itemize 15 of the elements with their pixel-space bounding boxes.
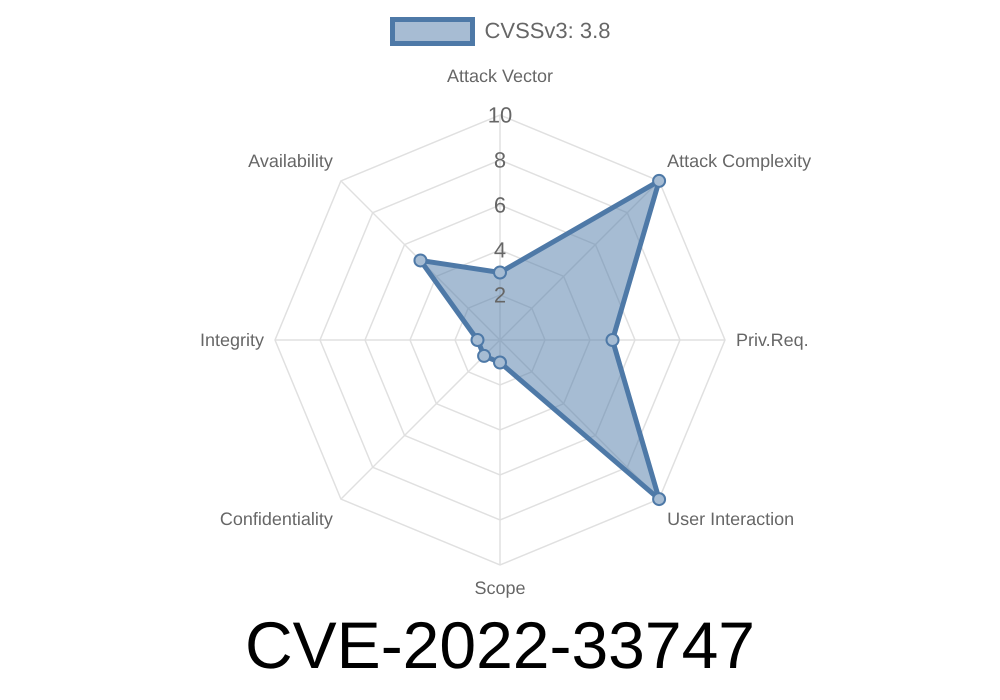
spoke-label: Priv.Req. <box>736 330 809 350</box>
spoke-label: Scope <box>474 578 526 598</box>
y-tick-label: 2 <box>494 282 506 308</box>
spoke-label: Availability <box>248 150 333 171</box>
spoke-label: Attack Vector <box>446 66 554 86</box>
spoke-label: Confidentiality <box>220 509 333 530</box>
legend-label: CVSSv3: 3.8 <box>484 17 610 45</box>
spoke-label: User Interaction <box>667 509 794 530</box>
y-tick-label: 6 <box>494 192 506 218</box>
text: CVE-2022-33747 <box>244 607 756 684</box>
spoke-label: Attack Complexity <box>667 150 812 171</box>
y-tick-label: 4 <box>494 238 506 262</box>
y-tick-label: 8 <box>494 148 506 172</box>
spoke-label: Integrity <box>200 330 264 350</box>
y-tick-label: 10 <box>488 102 512 128</box>
